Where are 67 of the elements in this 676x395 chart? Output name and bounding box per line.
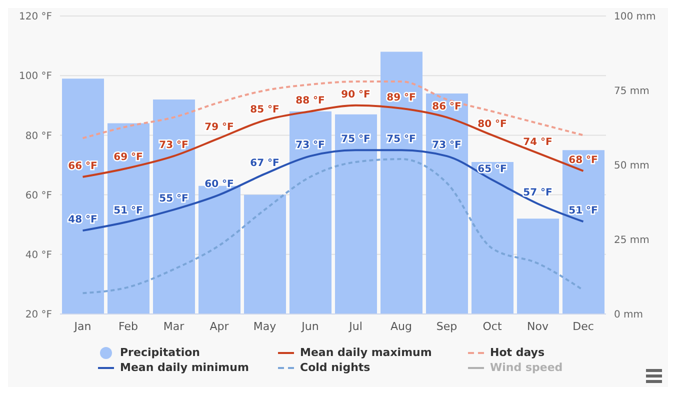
data-label: 73 °F — [432, 140, 462, 152]
legend-label: Mean daily minimum — [120, 361, 249, 374]
bar — [244, 194, 286, 314]
data-label: 80 °F — [478, 119, 507, 130]
data-label: 57 °F — [523, 188, 552, 199]
x-tick-label: Sep — [436, 320, 458, 333]
y-tick-label: 80 °F — [25, 130, 52, 142]
y2-tick-label: 100 mm — [614, 12, 656, 23]
bar — [335, 114, 377, 314]
y2-tick-label: 0 mm — [614, 310, 644, 321]
legend-label: Precipitation — [120, 346, 200, 359]
legend-label: Cold nights — [300, 361, 370, 374]
data-label: 69 °F — [114, 152, 143, 163]
bar — [153, 99, 195, 314]
data-label: 51 °F — [114, 206, 143, 217]
bar — [380, 52, 422, 314]
line-series — [82, 104, 584, 178]
x-tick-label: Nov — [527, 320, 549, 333]
bar — [562, 150, 604, 314]
x-tick-label: Feb — [118, 320, 138, 333]
bar — [108, 123, 150, 314]
x-tick-label: Dec — [572, 320, 594, 333]
y-tick-label: 20 °F — [25, 310, 52, 321]
x-tick-label: Aug — [390, 320, 412, 333]
bar — [290, 111, 332, 314]
legend-label: Wind speed — [490, 361, 563, 374]
data-label: 86 °F — [432, 101, 462, 112]
y2-tick-label: 75 mm — [614, 86, 650, 98]
bar — [62, 78, 104, 314]
data-label: 48 °F — [68, 214, 98, 226]
y-tick-label: 100 °F — [18, 71, 52, 82]
y-tick-label: 40 °F — [25, 250, 52, 261]
data-label: 90 °F — [341, 89, 370, 100]
data-label: 73 °F — [296, 140, 325, 152]
x-tick-label: Jan — [73, 320, 92, 333]
data-label: 75 °F — [386, 134, 416, 146]
x-tick-label: Jun — [300, 320, 319, 333]
x-tick-label: May — [253, 320, 277, 333]
y-tick-label: 60 °F — [25, 190, 52, 202]
data-label: 51 °F — [568, 206, 598, 217]
data-label: 79 °F — [204, 122, 234, 134]
data-label: 88 °F — [296, 95, 325, 106]
y-tick-label: 120 °F — [18, 12, 52, 23]
legend-label: Mean daily maximum — [300, 346, 432, 359]
data-label: 67 °F — [250, 158, 280, 169]
bar — [426, 93, 468, 314]
legend-label: Hot days — [490, 346, 545, 359]
data-label: 65 °F — [478, 164, 507, 175]
bar — [472, 162, 514, 314]
data-label: 55 °F — [159, 194, 188, 205]
y2-tick-label: 25 mm — [614, 235, 650, 246]
data-label: 75 °F — [341, 134, 370, 146]
x-tick-label: Oct — [482, 320, 502, 333]
data-label: 60 °F — [204, 178, 234, 190]
x-tick-label: Jul — [348, 320, 362, 333]
data-label: 66 °F — [68, 160, 98, 172]
bar — [517, 218, 559, 314]
x-tick-label: Apr — [210, 320, 230, 333]
line-series — [82, 149, 584, 232]
x-tick-label: Mar — [163, 320, 185, 333]
bar — [198, 186, 240, 314]
data-label: 85 °F — [250, 104, 280, 116]
y2-tick-label: 50 mm — [614, 160, 650, 172]
data-label: 74 °F — [523, 137, 552, 148]
data-label: 73 °F — [159, 140, 188, 152]
data-label: 68 °F — [568, 154, 598, 166]
data-label: 89 °F — [386, 92, 416, 104]
